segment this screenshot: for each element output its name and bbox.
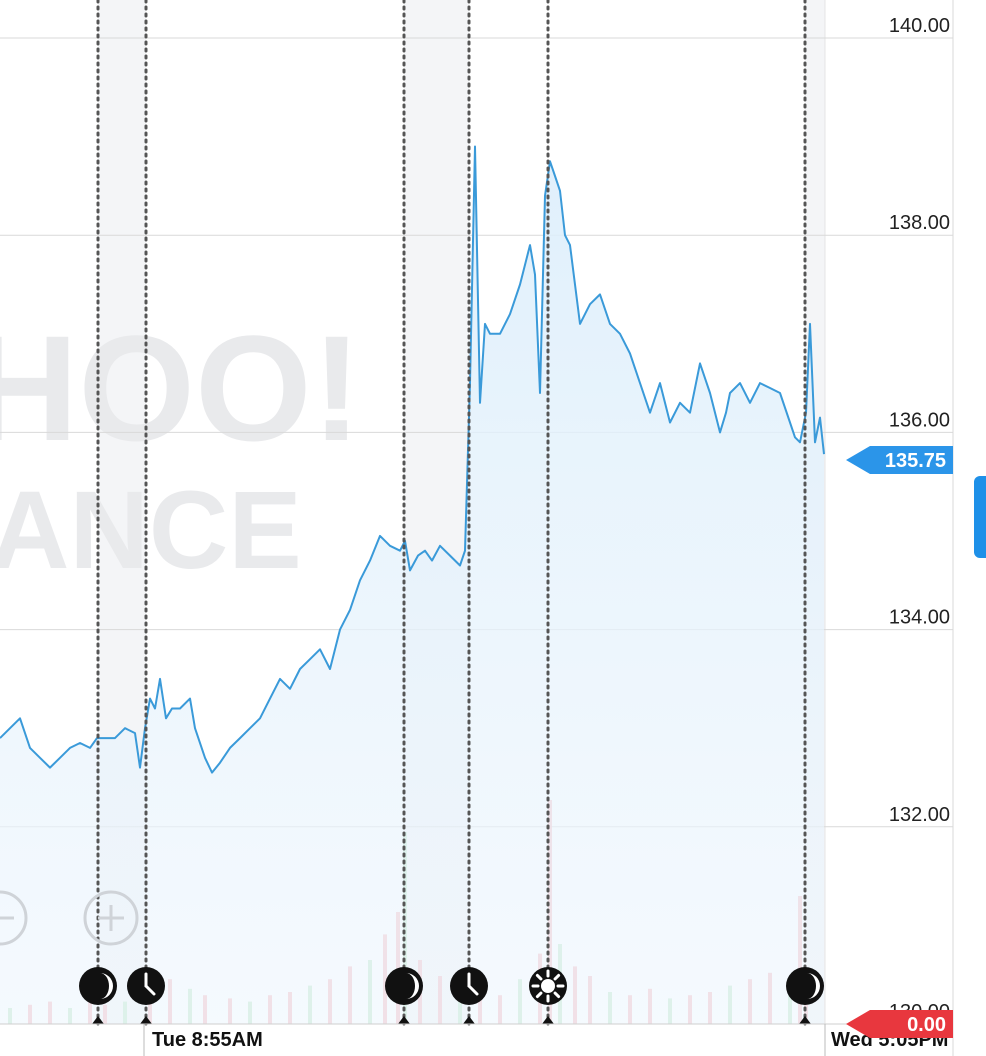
volume-flag-label: 0.00 [907, 1014, 946, 1036]
watermark-text: ANCE [0, 469, 302, 592]
event-tick [799, 1016, 811, 1024]
zoom-out-button[interactable] [0, 890, 28, 946]
last-price-label: 135.75 [885, 450, 946, 472]
event-tick [542, 1016, 554, 1024]
event-tick [92, 1016, 104, 1024]
x-tick-label: Tue 8:55AM [152, 1029, 263, 1051]
moon-icon[interactable] [786, 967, 824, 1005]
event-tick [140, 1016, 152, 1024]
clock-icon[interactable] [127, 967, 165, 1005]
sun-ray [535, 991, 543, 999]
clock-hand [144, 984, 156, 996]
moon-crescent [100, 973, 113, 999]
clock-icon[interactable] [450, 967, 488, 1005]
last-price-flag: 135.75 [846, 446, 953, 474]
watermark-text: HOO! [0, 304, 362, 472]
event-tick [463, 1016, 475, 1024]
moon-crescent [807, 973, 820, 999]
sun-ray [535, 973, 543, 981]
clock-hand [467, 984, 479, 996]
y-tick-label: 140.00 [889, 15, 950, 37]
price-area [0, 146, 824, 1024]
zoom-in-button[interactable] [83, 890, 139, 946]
sun-core [541, 979, 555, 993]
y-tick-label: 136.00 [889, 409, 950, 431]
sun-ray [553, 973, 561, 981]
side-panel-handle[interactable] [974, 476, 986, 558]
y-tick-label: 138.00 [889, 212, 950, 234]
sun-icon[interactable] [529, 967, 567, 1005]
y-axis-panel [825, 0, 955, 1024]
y-tick-label: 132.00 [889, 804, 950, 826]
moon-icon[interactable] [79, 967, 117, 1005]
price-line[interactable] [0, 145, 825, 774]
y-tick-label: 134.00 [889, 607, 950, 629]
moon-crescent [406, 973, 419, 999]
event-tick [398, 1016, 410, 1024]
sun-ray [553, 991, 561, 999]
volume-flag: 0.00 [846, 1010, 953, 1038]
moon-icon[interactable] [385, 967, 423, 1005]
